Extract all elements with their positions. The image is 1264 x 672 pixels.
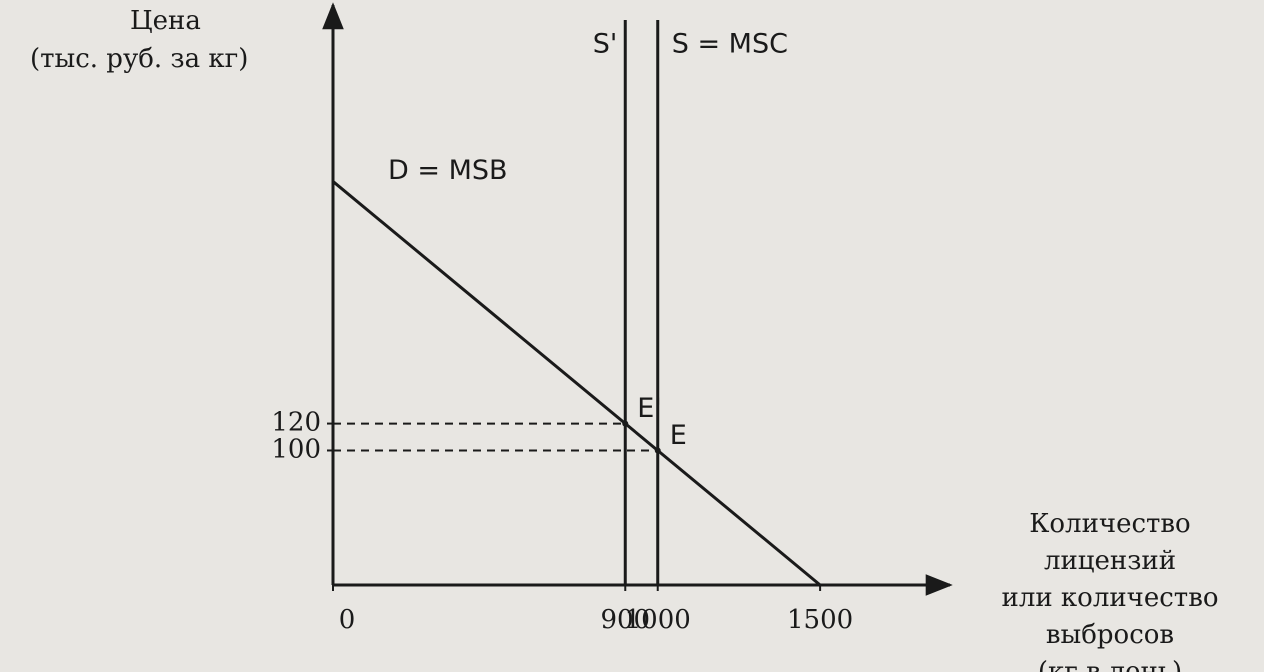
x-axis-title: Количество [1029,509,1190,539]
x-axis-title: лицензий [1044,546,1176,576]
x-axis-title: или количество [1001,583,1218,613]
y-axis-title: Цена [130,6,201,36]
x-tick-label: 900 [600,605,650,635]
series-label: D = MSB [388,155,508,186]
y-tick-label: 120 [271,408,321,438]
y-axis-title: (тыс. руб. за кг) [30,44,248,74]
y-tick-label: 100 [271,434,321,464]
point-label: E [670,420,687,451]
supply-label: S' [593,29,618,60]
supply-label: S = MSC [672,29,788,60]
x-axis-title: выбросов [1046,620,1174,650]
x-tick-label: 1000 [625,605,691,635]
point-label: E' [637,393,661,424]
demand-line [332,180,822,587]
x-axis-title: (кг в день) [1038,657,1182,672]
x-tick-label: 0 [339,605,356,635]
x-tick-label: 1500 [787,605,853,635]
